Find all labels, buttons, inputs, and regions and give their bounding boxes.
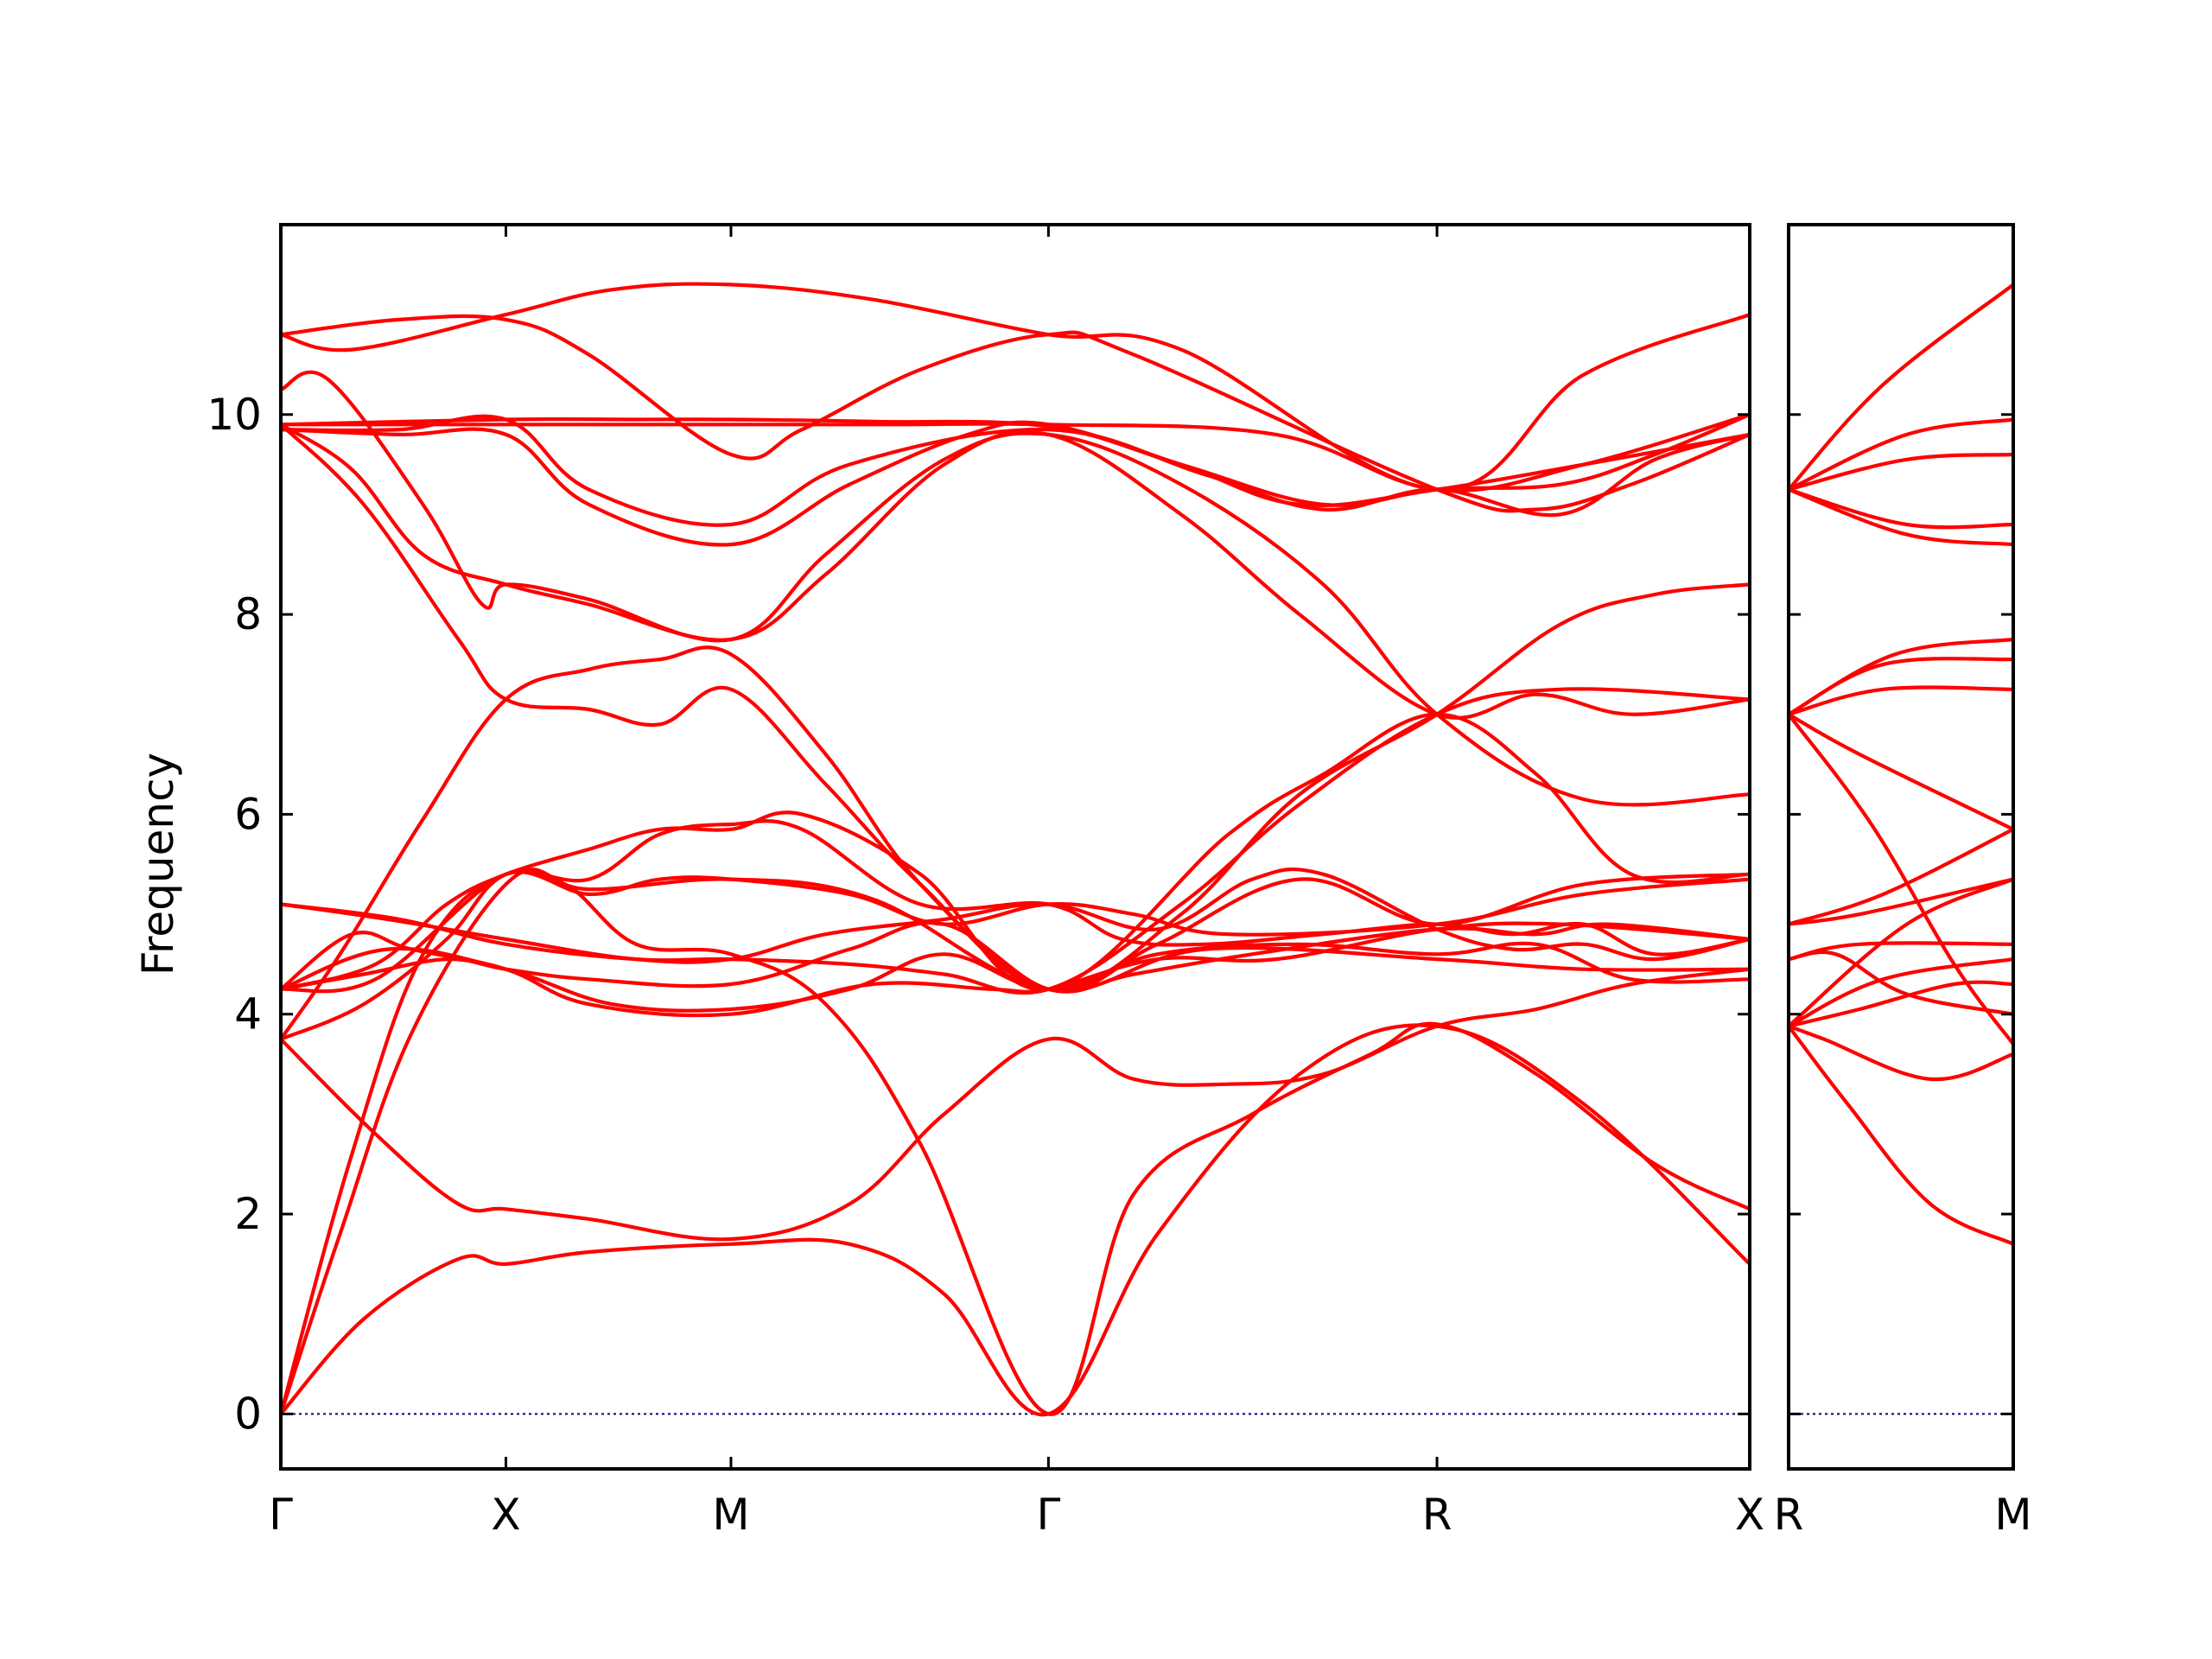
phonon-band-4 [1786,957,2016,1028]
phonon-band-20 [278,282,1752,492]
phonon-band-9 [278,868,1752,994]
phonon-band-14 [1786,637,2016,716]
phonon-band-1 [278,1023,1752,1417]
y-tick-label: 8 [234,589,262,639]
phonon-band-17 [1786,452,2016,492]
plot-frame [279,223,1751,1471]
phonon-band-3 [1786,980,2016,1028]
left-panel: 0 2 4 6 8 10 Γ X M Γ R X [207,223,1764,1540]
y-tick-label: 6 [234,789,262,839]
kpoint-label: R [1422,1490,1452,1540]
phonon-band-13 [278,645,1752,1041]
y-tick-label: 0 [234,1389,262,1439]
kpoint-label: R [1774,1490,1804,1540]
phonon-band-11 [278,687,1752,995]
plot-frame [1787,223,2015,1471]
phonon-band-16 [278,423,1752,720]
y-tick-label: 10 [207,390,262,440]
phonon-band-9 [1786,827,2016,926]
phonon-band-3 [278,870,1752,1416]
phonon-band-15 [278,370,1752,807]
phonon-band-22 [278,412,1752,493]
kpoint-label: Γ [269,1490,293,1540]
phonon-band-15 [1786,487,2016,530]
phonon-band-17 [278,420,1752,547]
phonon-band-2 [1786,1024,2016,1082]
phonon-band-18 [278,414,1752,527]
y-tick-label: 4 [234,989,262,1039]
phonon-band-5 [1786,877,2016,1028]
phonon-band-16 [1786,487,2016,547]
phonon-band-14 [278,712,1752,992]
phonon-band-5 [278,819,1752,1041]
kpoint-label: M [712,1490,749,1540]
phonon-band-4 [278,967,1752,1242]
phonon-band-18 [1786,417,2016,492]
phonon-band-21 [278,314,1752,513]
kpoint-label: Γ [1036,1490,1060,1540]
kpoint-label: M [1994,1490,2031,1540]
phonon-band-8 [1786,877,2016,926]
phonon-band-10 [1786,712,2016,831]
phonon-band-2 [278,868,1752,1416]
phonon-band-10 [278,867,1752,964]
y-tick-label: 2 [234,1189,262,1239]
y-axis-label: Frequency [133,753,183,976]
kpoint-label: X [1735,1490,1764,1540]
phonon-band-11 [1786,712,2016,1046]
phonon-band-19 [1786,283,2016,492]
phonon-band-12 [1786,685,2016,716]
phonon-band-19 [278,412,1752,507]
kpoint-label: X [491,1490,520,1540]
phonon-band-1 [1786,1024,2016,1246]
phonon-band-7 [1786,941,2016,962]
